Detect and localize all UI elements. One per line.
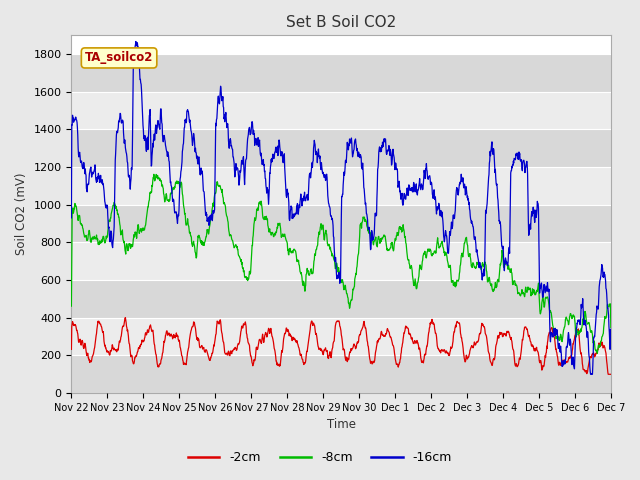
- Bar: [72, 130, 611, 167]
- Legend: -2cm, -8cm, -16cm: -2cm, -8cm, -16cm: [183, 446, 457, 469]
- Bar: [72, 167, 611, 205]
- Bar: [72, 356, 611, 393]
- Title: Set B Soil CO2: Set B Soil CO2: [286, 15, 396, 30]
- Y-axis label: Soil CO2 (mV): Soil CO2 (mV): [15, 173, 28, 255]
- Text: TA_soilco2: TA_soilco2: [85, 51, 153, 64]
- Bar: [72, 205, 611, 242]
- Bar: [72, 242, 611, 280]
- Bar: [72, 92, 611, 130]
- X-axis label: Time: Time: [326, 419, 356, 432]
- Bar: [72, 280, 611, 318]
- Bar: [72, 54, 611, 92]
- Bar: [72, 318, 611, 356]
